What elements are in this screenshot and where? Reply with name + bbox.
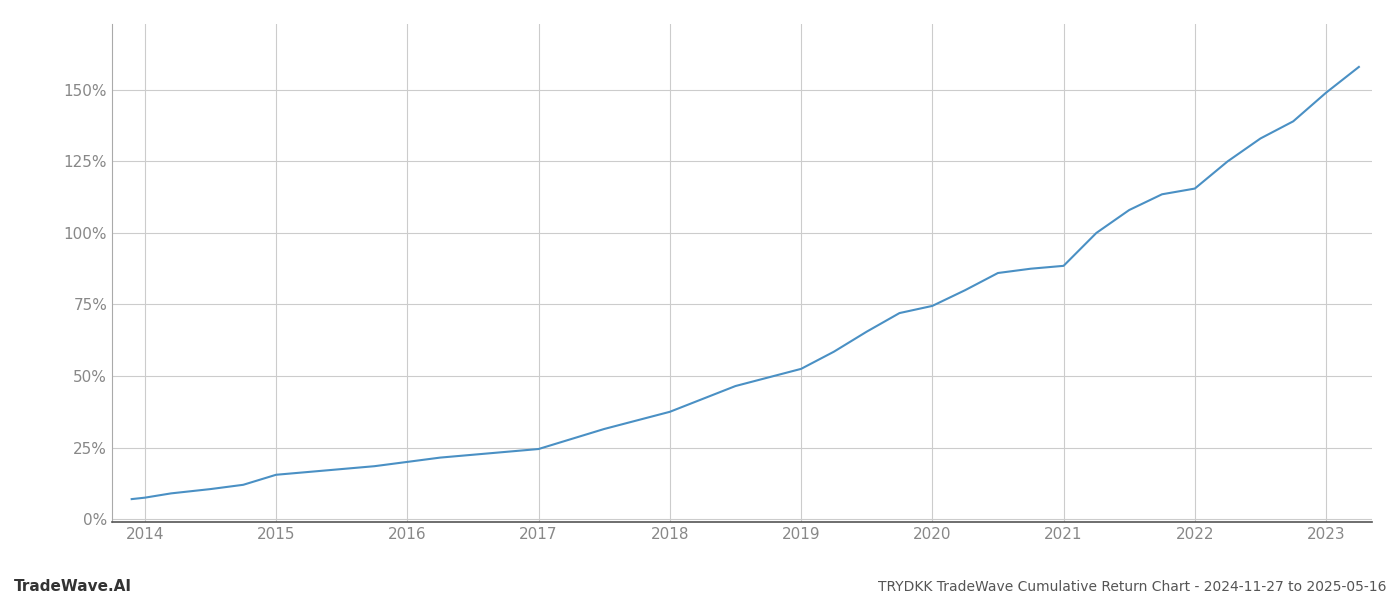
Text: TradeWave.AI: TradeWave.AI: [14, 579, 132, 594]
Text: TRYDKK TradeWave Cumulative Return Chart - 2024-11-27 to 2025-05-16: TRYDKK TradeWave Cumulative Return Chart…: [878, 580, 1386, 594]
